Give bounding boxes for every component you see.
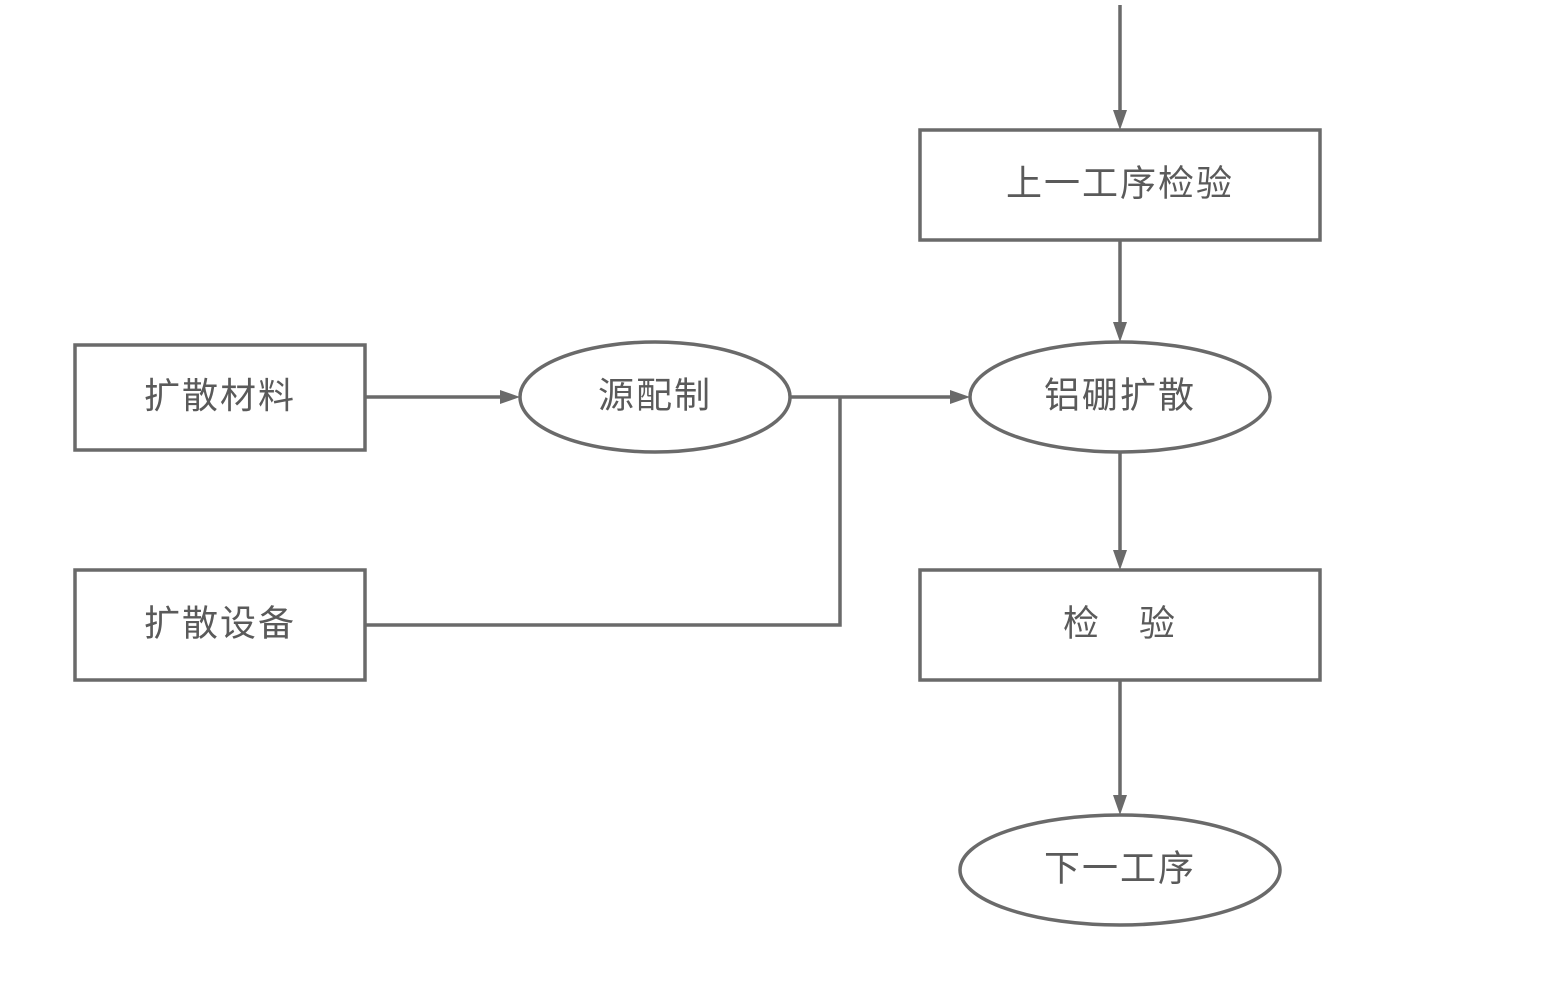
node-label-equipment: 扩散设备 — [144, 603, 296, 643]
node-al_b_diff: 铝硼扩散 — [970, 342, 1270, 452]
node-label-material: 扩散材料 — [144, 376, 296, 416]
edge-e_equip_to_diff — [365, 397, 840, 625]
node-material: 扩散材料 — [75, 345, 365, 450]
node-source_prep: 源配制 — [520, 342, 790, 452]
node-inspect: 检 验 — [920, 570, 1320, 680]
flowchart-diagram: 上一工序检验扩散材料扩散设备 源配制 铝硼扩散检 验下一工序 — [0, 0, 1544, 1002]
arrowhead-e_insp_to_next — [1113, 795, 1127, 815]
node-equipment: 扩散设备 — [75, 570, 365, 680]
arrowhead-e_top_in — [1113, 110, 1127, 130]
node-label-source_prep: 源配制 — [598, 375, 712, 415]
arrowhead-e_mat_to_src — [500, 390, 520, 404]
node-label-al_b_diff: 铝硼扩散 — [1044, 375, 1196, 415]
arrowhead-e_prev_to_diff — [1113, 322, 1127, 342]
arrowhead-e_src_to_diff — [950, 390, 970, 404]
node-prev_inspect: 上一工序检验 — [920, 130, 1320, 240]
node-label-next_proc: 下一工序 — [1044, 848, 1196, 888]
node-next_proc: 下一工序 — [960, 815, 1280, 925]
node-label-prev_inspect: 上一工序检验 — [1006, 163, 1234, 203]
arrowhead-e_diff_to_insp — [1113, 550, 1127, 570]
node-label-inspect: 检 验 — [1063, 603, 1177, 643]
